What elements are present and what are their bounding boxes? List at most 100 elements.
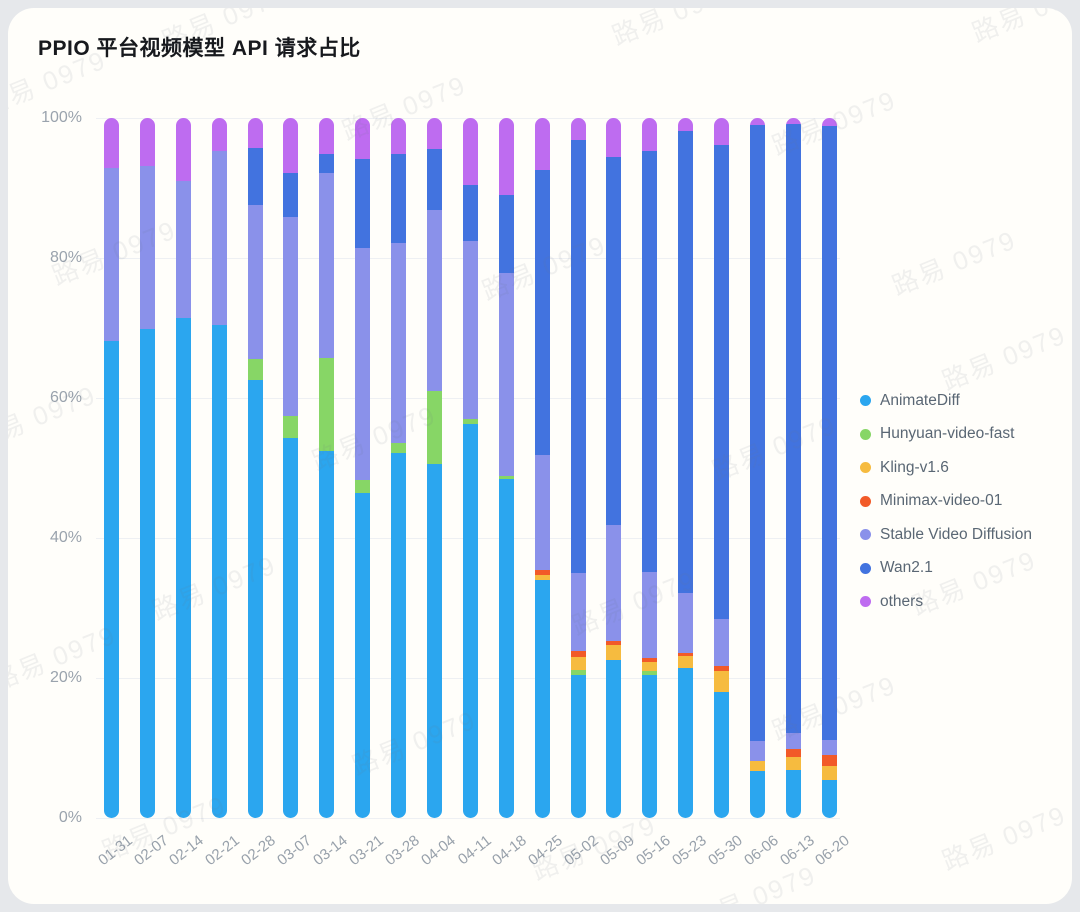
bar-segment-Stable Video Diffusion[interactable] xyxy=(750,741,766,761)
bar-segment-others[interactable] xyxy=(427,118,443,149)
stacked-bar-02-28[interactable] xyxy=(247,118,263,818)
bar-segment-Hunyuan-video-fast[interactable] xyxy=(283,416,299,438)
bar-segment-AnimateDiff[interactable] xyxy=(104,341,119,818)
bar-segment-Wan2.1[interactable] xyxy=(319,154,335,174)
bar-segment-Minimax-video-01[interactable] xyxy=(642,657,658,662)
bar-segment-Hunyuan-video-fast[interactable] xyxy=(247,358,263,380)
bar-segment-others[interactable] xyxy=(642,118,658,151)
bar-segment-AnimateDiff[interactable] xyxy=(211,325,227,818)
bar-segment-Hunyuan-video-fast[interactable] xyxy=(642,671,658,676)
bar-segment-AnimateDiff[interactable] xyxy=(750,771,766,818)
bar-segment-others[interactable] xyxy=(714,118,730,146)
stacked-bar-03-14[interactable] xyxy=(319,118,335,818)
bar-segment-others[interactable] xyxy=(534,118,550,170)
bar-segment-Stable Video Diffusion[interactable] xyxy=(211,150,227,326)
bar-segment-Stable Video Diffusion[interactable] xyxy=(714,618,730,667)
bar-segment-others[interactable] xyxy=(785,118,801,125)
bar-segment-Wan2.1[interactable] xyxy=(785,124,801,734)
bar-segment-others[interactable] xyxy=(750,118,766,126)
bar-segment-AnimateDiff[interactable] xyxy=(606,659,622,818)
bar-segment-Kling-v1.6[interactable] xyxy=(785,757,801,770)
bar-segment-Stable Video Diffusion[interactable] xyxy=(642,571,658,658)
bar-segment-Wan2.1[interactable] xyxy=(391,153,407,244)
bar-segment-others[interactable] xyxy=(283,118,299,174)
bar-segment-Hunyuan-video-fast[interactable] xyxy=(319,358,335,452)
bar-segment-others[interactable] xyxy=(821,118,837,127)
bar-segment-Minimax-video-01[interactable] xyxy=(570,651,586,658)
stacked-bar-03-28[interactable] xyxy=(391,118,407,818)
bar-segment-Wan2.1[interactable] xyxy=(678,131,694,594)
bar-segment-others[interactable] xyxy=(104,118,119,168)
legend-item-Kling-v1.6[interactable]: Kling-v1.6 xyxy=(860,451,1032,485)
stacked-bar-02-14[interactable] xyxy=(175,118,191,818)
bar-segment-Wan2.1[interactable] xyxy=(570,139,586,574)
stacked-bar-04-25[interactable] xyxy=(534,118,550,818)
bar-segment-Stable Video Diffusion[interactable] xyxy=(247,204,263,359)
bar-segment-AnimateDiff[interactable] xyxy=(498,479,514,818)
bar-segment-AnimateDiff[interactable] xyxy=(139,329,155,818)
bar-segment-AnimateDiff[interactable] xyxy=(247,379,263,818)
bar-segment-others[interactable] xyxy=(319,118,335,155)
bar-segment-Wan2.1[interactable] xyxy=(750,125,766,742)
bar-segment-AnimateDiff[interactable] xyxy=(175,317,191,818)
bar-segment-Wan2.1[interactable] xyxy=(462,185,478,242)
bar-segment-Kling-v1.6[interactable] xyxy=(821,766,837,780)
bar-segment-Stable Video Diffusion[interactable] xyxy=(319,173,335,359)
bar-segment-Stable Video Diffusion[interactable] xyxy=(175,181,191,318)
stacked-bar-05-02[interactable] xyxy=(570,118,586,818)
bar-segment-Stable Video Diffusion[interactable] xyxy=(355,248,371,480)
bar-segment-Kling-v1.6[interactable] xyxy=(714,671,730,692)
bar-segment-Stable Video Diffusion[interactable] xyxy=(391,243,407,443)
bar-segment-Stable Video Diffusion[interactable] xyxy=(785,733,801,750)
bar-segment-Minimax-video-01[interactable] xyxy=(534,570,550,576)
stacked-bar-06-06[interactable] xyxy=(750,118,766,818)
bar-segment-others[interactable] xyxy=(570,118,586,140)
bar-segment-Wan2.1[interactable] xyxy=(606,156,622,526)
bar-segment-Kling-v1.6[interactable] xyxy=(642,661,658,672)
bar-segment-others[interactable] xyxy=(247,118,263,149)
stacked-bar-04-04[interactable] xyxy=(427,118,443,818)
stacked-bar-05-23[interactable] xyxy=(678,118,694,818)
bar-segment-AnimateDiff[interactable] xyxy=(678,668,694,818)
bar-segment-others[interactable] xyxy=(606,118,622,157)
bar-segment-others[interactable] xyxy=(139,118,155,167)
bar-segment-Wan2.1[interactable] xyxy=(283,173,299,217)
stacked-bar-02-07[interactable] xyxy=(139,118,155,818)
bar-segment-Stable Video Diffusion[interactable] xyxy=(283,216,299,417)
bar-segment-AnimateDiff[interactable] xyxy=(283,437,299,818)
bar-segment-AnimateDiff[interactable] xyxy=(391,453,407,818)
bar-segment-AnimateDiff[interactable] xyxy=(642,675,658,818)
bar-segment-Wan2.1[interactable] xyxy=(498,195,514,274)
bar-segment-Wan2.1[interactable] xyxy=(247,148,263,205)
bar-segment-Stable Video Diffusion[interactable] xyxy=(139,166,155,330)
bar-segment-Wan2.1[interactable] xyxy=(821,126,837,740)
stacked-bar-03-21[interactable] xyxy=(355,118,371,818)
bar-segment-Hunyuan-video-fast[interactable] xyxy=(427,391,443,464)
bar-segment-Hunyuan-video-fast[interactable] xyxy=(570,669,586,675)
bar-segment-Kling-v1.6[interactable] xyxy=(606,645,622,660)
stacked-bar-01-31[interactable] xyxy=(104,118,119,818)
bar-segment-Kling-v1.6[interactable] xyxy=(750,760,766,772)
stacked-bar-06-13[interactable] xyxy=(785,118,801,818)
bar-segment-Kling-v1.6[interactable] xyxy=(678,655,694,669)
bar-segment-Stable Video Diffusion[interactable] xyxy=(534,454,550,571)
legend-item-others[interactable]: others xyxy=(860,585,1032,619)
legend-item-Stable Video Diffusion[interactable]: Stable Video Diffusion xyxy=(860,518,1032,552)
bar-segment-Minimax-video-01[interactable] xyxy=(606,640,622,646)
stacked-bar-05-09[interactable] xyxy=(606,118,622,818)
bar-segment-Minimax-video-01[interactable] xyxy=(785,749,801,758)
stacked-bar-04-18[interactable] xyxy=(498,118,514,818)
bar-segment-AnimateDiff[interactable] xyxy=(355,493,371,818)
stacked-bar-03-07[interactable] xyxy=(283,118,299,818)
bar-segment-Hunyuan-video-fast[interactable] xyxy=(355,479,371,494)
bar-segment-Stable Video Diffusion[interactable] xyxy=(104,167,119,342)
bar-segment-AnimateDiff[interactable] xyxy=(462,423,478,818)
bar-segment-Wan2.1[interactable] xyxy=(714,145,730,619)
stacked-bar-05-30[interactable] xyxy=(714,118,730,818)
bar-segment-AnimateDiff[interactable] xyxy=(821,779,837,818)
bar-segment-Stable Video Diffusion[interactable] xyxy=(678,593,694,653)
bar-segment-others[interactable] xyxy=(391,118,407,154)
stacked-bar-02-21[interactable] xyxy=(211,118,227,818)
bar-segment-AnimateDiff[interactable] xyxy=(427,463,443,818)
bar-segment-Stable Video Diffusion[interactable] xyxy=(427,209,443,392)
